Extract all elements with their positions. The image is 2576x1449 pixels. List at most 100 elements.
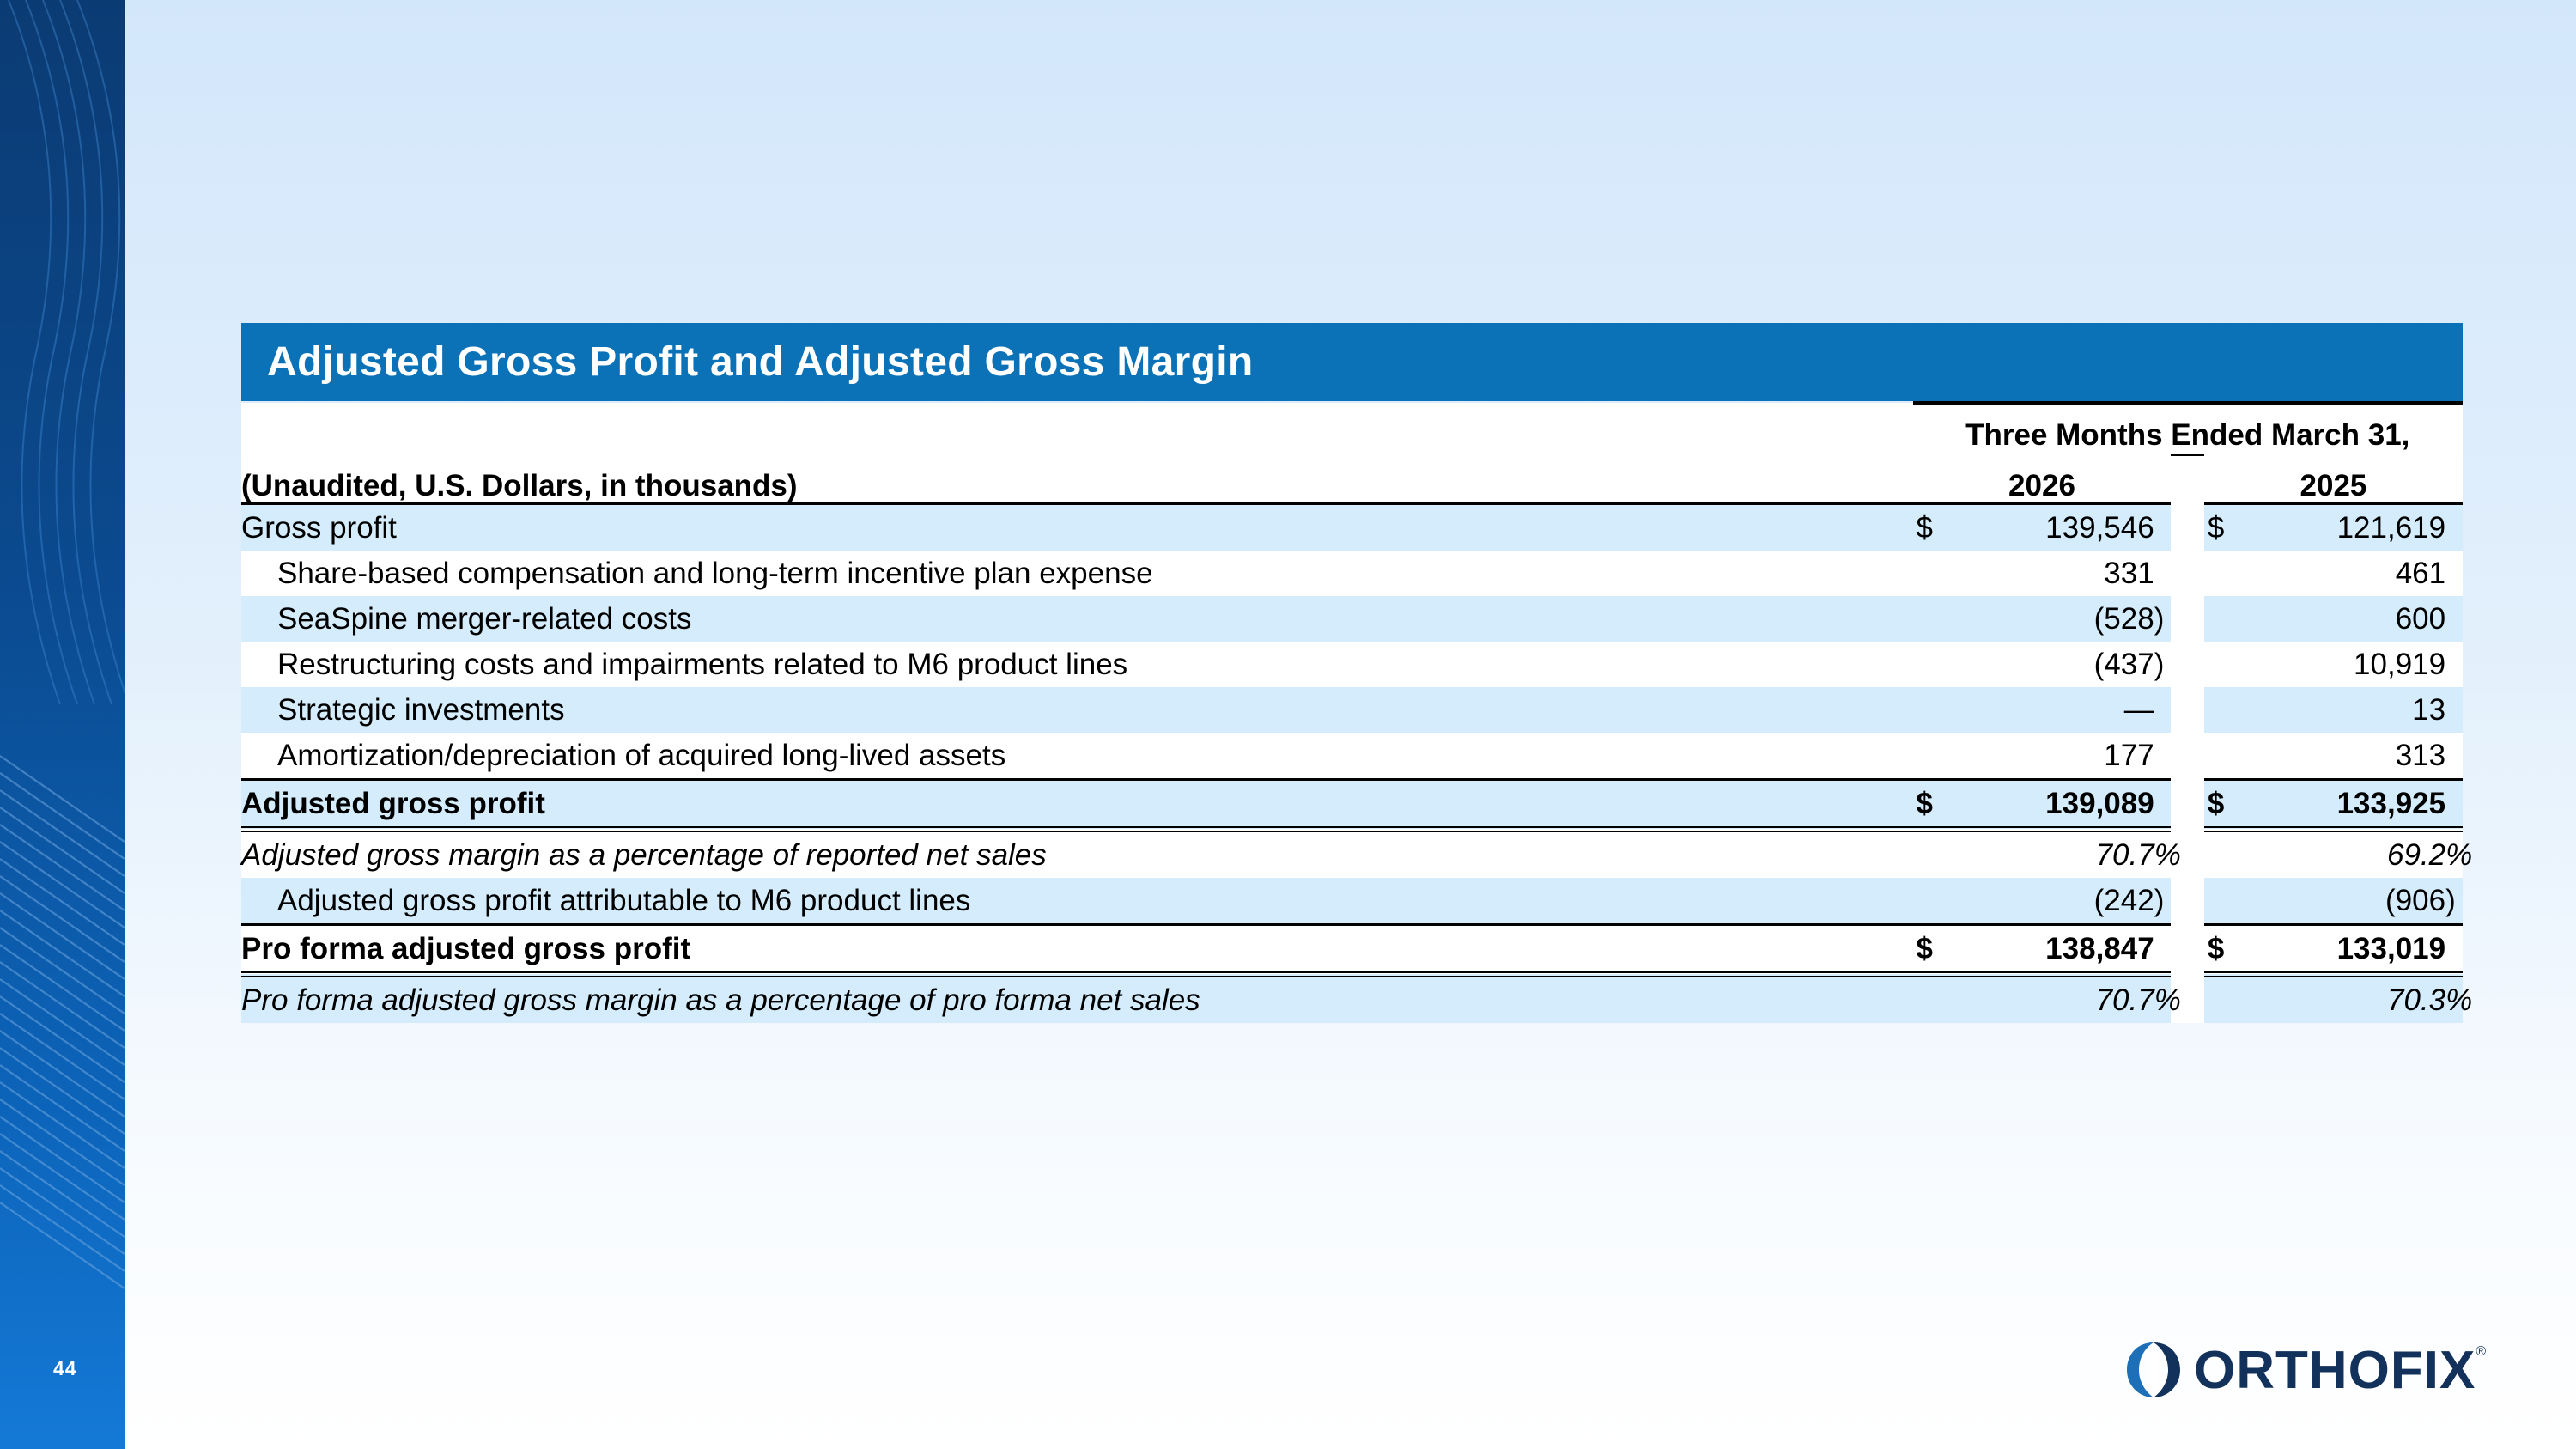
table-row: Amortization/depreciation of acquired lo… [241, 732, 2463, 781]
row-label: SeaSpine merger-related costs [241, 595, 1913, 642]
value-suffix-prior [2445, 732, 2463, 781]
table-row: Restructuring costs and impairments rela… [241, 641, 2463, 687]
value-suffix-current [2154, 777, 2172, 832]
value-prior: (906 [2269, 877, 2446, 926]
value-suffix-current [2154, 732, 2172, 781]
table-row: Share-based compensation and long-term i… [241, 550, 2463, 596]
gross-profit-table-card: Adjusted Gross Profit and Adjusted Gross… [241, 323, 2472, 1023]
header-row-period: Three Months Ended March 31, [241, 401, 2463, 455]
logo-registered-mark: ® [2476, 1344, 2487, 1359]
table-row: Pro forma adjusted gross margin as a per… [241, 974, 2472, 1023]
value-current: 331 [1978, 550, 2154, 596]
table-row: Adjusted gross profit attributable to M6… [241, 877, 2463, 926]
table-row: Adjusted gross margin as a percentage of… [241, 829, 2472, 878]
value-suffix-current: ) [2154, 641, 2172, 687]
value-current: 138,847 [1978, 922, 2154, 977]
currency-symbol-prior [2203, 974, 2270, 1023]
value-suffix-current [2154, 922, 2172, 977]
year-header-current: 2026 [1912, 454, 2172, 505]
currency-symbol-prior [2203, 829, 2270, 878]
value-suffix-prior: ) [2445, 877, 2463, 926]
currency-symbol-current: $ [1912, 777, 1979, 832]
currency-symbol-current [1912, 595, 1979, 642]
page-number: 44 [53, 1357, 77, 1379]
table-row: SeaSpine merger-related costs (528) 600 [241, 595, 2463, 642]
value-prior: 121,619 [2269, 503, 2446, 551]
value-suffix-current: % [2154, 829, 2181, 878]
row-label: Restructuring costs and impairments rela… [241, 641, 1913, 687]
currency-symbol-prior [2203, 686, 2270, 733]
value-current: 70.7 [1978, 829, 2154, 878]
value-current: (528 [1978, 595, 2154, 642]
row-label: Strategic investments [241, 686, 1913, 733]
value-suffix-current [2154, 550, 2172, 596]
company-logo: ORTHOFIX ® [2123, 1336, 2518, 1404]
table-row: Strategic investments — 13 [241, 686, 2463, 733]
value-suffix-current [2154, 686, 2172, 733]
row-label: Share-based compensation and long-term i… [241, 550, 1913, 596]
financial-table: Three Months Ended March 31, (Unaudited,… [241, 401, 2472, 1023]
table-row: Adjusted gross profit $139,089 $133,925 [241, 777, 2463, 832]
currency-symbol-prior: $ [2203, 777, 2270, 832]
value-current: 139,089 [1978, 777, 2154, 832]
currency-symbol-prior [2203, 641, 2270, 687]
row-label: Gross profit [241, 503, 1913, 551]
table-row: Pro forma adjusted gross profit $138,847 $… [241, 922, 2463, 977]
currency-symbol-current [1912, 829, 1979, 878]
value-current: — [1978, 686, 2154, 733]
value-suffix-prior: % [2445, 974, 2472, 1023]
row-label: Pro forma adjusted gross profit [241, 922, 1913, 977]
value-prior: 133,925 [2269, 777, 2446, 832]
table-title: Adjusted Gross Profit and Adjusted Gross… [267, 339, 1254, 385]
table-header-bar: Adjusted Gross Profit and Adjusted Gross… [241, 323, 2463, 401]
row-label: Adjusted gross profit [241, 777, 1913, 832]
currency-symbol-prior [2203, 550, 2270, 596]
currency-symbol-current [1912, 686, 1979, 733]
value-current: 139,546 [1978, 503, 2154, 551]
logo-wordmark: ORTHOFIX [2194, 1340, 2476, 1400]
currency-symbol-prior: $ [2203, 922, 2270, 977]
table-row: Gross profit $139,546 $121,619 [241, 503, 2463, 551]
currency-symbol-current [1912, 877, 1979, 926]
value-prior: 70.3 [2269, 974, 2446, 1023]
value-prior: 69.2 [2269, 829, 2446, 878]
value-suffix-prior [2445, 595, 2463, 642]
period-header: Three Months Ended March 31, [1912, 401, 2463, 455]
value-current: 177 [1978, 732, 2154, 781]
row-label: Adjusted gross margin as a percentage of… [241, 829, 1913, 878]
currency-symbol-current [1912, 974, 1979, 1023]
value-suffix-current: % [2154, 974, 2181, 1023]
value-prior: 10,919 [2269, 641, 2446, 687]
value-prior: 600 [2269, 595, 2446, 642]
value-prior: 313 [2269, 732, 2446, 781]
value-suffix-current [2154, 503, 2172, 551]
value-suffix-prior [2445, 922, 2463, 977]
currency-symbol-current: $ [1912, 922, 1979, 977]
currency-symbol-current [1912, 732, 1979, 781]
value-suffix-prior [2445, 777, 2463, 832]
value-prior: 133,019 [2269, 922, 2446, 977]
currency-symbol-prior [2203, 732, 2270, 781]
value-current: (242 [1978, 877, 2154, 926]
value-prior: 461 [2269, 550, 2446, 596]
value-current: 70.7 [1978, 974, 2154, 1023]
row-label: Amortization/depreciation of acquired lo… [241, 732, 1913, 781]
value-suffix-current: ) [2154, 595, 2172, 642]
row-label: Adjusted gross profit attributable to M6… [241, 877, 1913, 926]
logo-mark-icon [2127, 1342, 2180, 1397]
value-suffix-prior [2445, 503, 2463, 551]
value-suffix-prior [2445, 641, 2463, 687]
currency-symbol-prior: $ [2203, 503, 2270, 551]
header-row-years: (Unaudited, U.S. Dollars, in thousands) … [241, 454, 2463, 505]
decorative-side-band: 44 [0, 0, 125, 1449]
wave-lines-graphic [0, 0, 125, 1289]
value-suffix-current: ) [2154, 877, 2172, 926]
value-suffix-prior [2445, 686, 2463, 733]
value-prior: 13 [2269, 686, 2446, 733]
units-label: (Unaudited, U.S. Dollars, in thousands) [241, 454, 1913, 505]
row-label: Pro forma adjusted gross margin as a per… [241, 974, 1913, 1023]
value-suffix-prior [2445, 550, 2463, 596]
year-header-prior: 2025 [2203, 454, 2463, 505]
currency-symbol-current [1912, 550, 1979, 596]
currency-symbol-current [1912, 641, 1979, 687]
